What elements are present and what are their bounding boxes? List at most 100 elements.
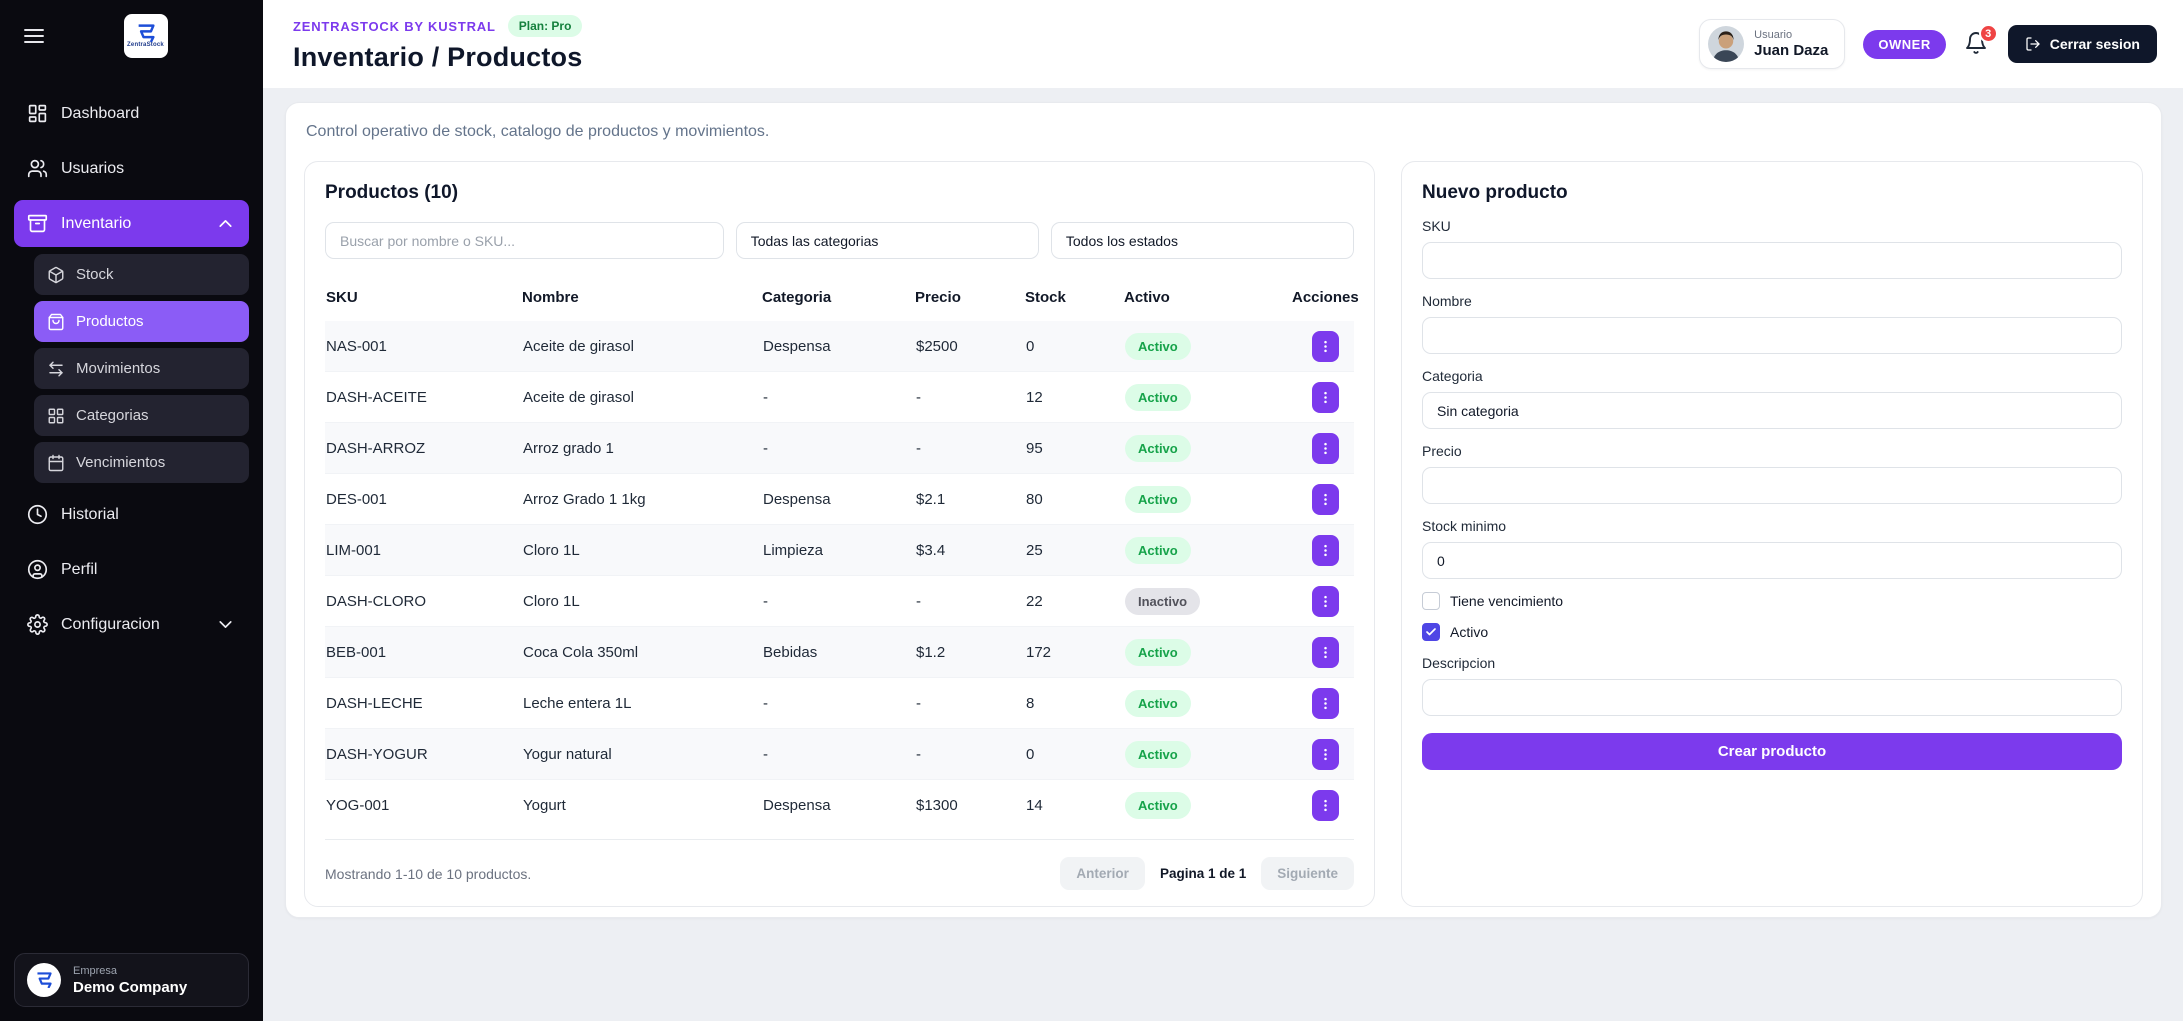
cell-precio: - (916, 439, 921, 457)
cell-categoria: - (763, 745, 768, 763)
ellipsis-vertical-icon (1323, 595, 1327, 607)
clock-icon (27, 504, 48, 525)
tiene-vencimiento-row[interactable]: Tiene vencimiento (1422, 592, 2122, 610)
cell-precio: $2.1 (916, 490, 946, 508)
activo-row[interactable]: Activo (1422, 623, 2122, 641)
row-actions-button[interactable] (1311, 534, 1339, 566)
pagination-controls: Anterior Pagina 1 de 1 Siguiente (1060, 857, 1354, 890)
company-name: Demo Company (73, 978, 188, 996)
package-icon (48, 266, 64, 283)
cell-precio: - (916, 592, 921, 610)
descripcion-input[interactable] (1422, 679, 2122, 716)
sidebar-item-vencimientos[interactable]: Vencimientos (34, 442, 249, 483)
column-header-stock: Stock (1025, 289, 1066, 306)
sidebar-item-label: Dashboard (61, 104, 140, 122)
row-actions-button[interactable] (1311, 738, 1339, 770)
column-header-categoria: Categoria (762, 289, 832, 306)
row-actions-button[interactable] (1311, 330, 1339, 362)
tiene-vencimiento-checkbox[interactable] (1422, 592, 1440, 610)
dashboard-icon (28, 104, 47, 123)
activo-checkbox[interactable] (1422, 623, 1440, 641)
app-logo: ZentraStock (123, 14, 168, 58)
tiene-vencimiento-label: Tiene vencimiento (1450, 593, 1564, 609)
status-badge: Inactivo (1125, 587, 1201, 615)
row-actions-button[interactable] (1311, 585, 1339, 617)
notifications-button[interactable]: 3 (1964, 24, 1998, 57)
user-chip[interactable]: Usuario Juan Daza (1699, 19, 1846, 69)
logo-text: ZentraStock (127, 42, 164, 48)
cell-precio: $1.2 (916, 643, 946, 661)
column-header-precio: Precio (915, 289, 961, 306)
sidebar-item-configuracion[interactable]: Configuracion (14, 601, 249, 648)
sidebar-item-movimientos[interactable]: Movimientos (34, 348, 249, 389)
table-row: DASH-CLORO Cloro 1L - - 22 Inactivo (325, 576, 1354, 627)
nombre-input[interactable] (1422, 317, 2122, 354)
cell-stock: 80 (1026, 490, 1043, 508)
sidebar-item-usuarios[interactable]: Usuarios (14, 145, 249, 192)
cell-precio: - (916, 388, 921, 406)
stock-minimo-input[interactable] (1422, 542, 2122, 579)
cell-categoria: Despensa (763, 490, 831, 508)
logout-button[interactable]: Cerrar sesion (2007, 25, 2157, 63)
row-actions-button[interactable] (1311, 790, 1339, 821)
inventario-submenu: Stock Productos Movimientos Categorias V… (34, 254, 249, 483)
row-actions-button[interactable] (1311, 483, 1339, 515)
sidebar-item-label: Categorias (76, 407, 149, 424)
sidebar-item-label: Usuarios (61, 159, 125, 177)
next-page-button[interactable]: Siguiente (1261, 857, 1354, 890)
precio-input[interactable] (1422, 467, 2122, 504)
sidebar-item-dashboard[interactable]: Dashboard (14, 90, 249, 137)
table-row: DASH-ACEITE Aceite de girasol - - 12 Act… (325, 372, 1354, 423)
cell-nombre: Arroz grado 1 (523, 439, 614, 457)
user-label: Usuario (1754, 29, 1793, 41)
table-row: BEB-001 Coca Cola 350ml Bebidas $1.2 172… (325, 627, 1354, 678)
calendar-icon (48, 454, 64, 471)
categoria-select[interactable]: Sin categoria (1422, 392, 2122, 429)
sidebar-item-label: Vencimientos (76, 454, 166, 471)
activo-label: Activo (1450, 624, 1489, 640)
cell-nombre: Cloro 1L (523, 592, 580, 610)
row-actions-button[interactable] (1311, 381, 1339, 413)
sidebar-item-perfil[interactable]: Perfil (14, 546, 249, 593)
sidebar-footer: Empresa Demo Company (0, 939, 263, 1021)
sidebar-item-stock[interactable]: Stock (34, 254, 249, 295)
sidebar-item-productos[interactable]: Productos (34, 301, 249, 342)
pagination-summary: Mostrando 1-10 de 10 productos. (325, 865, 532, 882)
status-badge: Activo (1125, 638, 1191, 666)
sidebar-item-inventario[interactable]: Inventario (14, 200, 249, 247)
status-badge: Activo (1125, 434, 1191, 462)
avatar (1708, 26, 1745, 62)
status-badge: Activo (1125, 332, 1191, 360)
logout-label: Cerrar sesion (2049, 36, 2140, 52)
cell-nombre: Aceite de girasol (523, 388, 634, 406)
cell-sku: LIM-001 (326, 541, 382, 559)
sidebar-item-historial[interactable]: Historial (14, 491, 249, 538)
create-product-button[interactable]: Crear producto (1422, 733, 2122, 770)
sidebar-nav: Dashboard Usuarios Inventario Stock Prod… (0, 72, 263, 648)
arrows-left-right-icon (49, 361, 63, 376)
sidebar-item-categorias[interactable]: Categorias (34, 395, 249, 436)
row-actions-button[interactable] (1311, 687, 1339, 719)
cell-sku: DASH-LECHE (326, 694, 423, 712)
status-filter-select[interactable]: Todos los estados (1050, 222, 1355, 259)
ellipsis-vertical-icon (1323, 544, 1327, 556)
cell-categoria: - (763, 388, 768, 406)
company-card[interactable]: Empresa Demo Company (14, 953, 249, 1007)
cell-categoria: Bebidas (763, 643, 818, 661)
row-actions-button[interactable] (1311, 636, 1339, 668)
cell-nombre: Arroz Grado 1 1kg (523, 490, 646, 508)
hamburger-menu-icon[interactable] (22, 24, 46, 48)
sku-input[interactable] (1422, 242, 2122, 279)
cell-stock: 25 (1026, 541, 1043, 559)
previous-page-button[interactable]: Anterior (1060, 857, 1145, 890)
cell-categoria: Limpieza (763, 541, 824, 559)
products-panel: Productos (10) Todas las categorias Todo… (304, 161, 1375, 907)
search-input[interactable] (325, 222, 724, 259)
avatar-image (1708, 26, 1745, 62)
ellipsis-vertical-icon (1323, 391, 1327, 403)
column-header-sku: SKU (326, 289, 358, 306)
row-actions-button[interactable] (1311, 432, 1339, 464)
ellipsis-vertical-icon (1323, 697, 1327, 709)
category-filter-select[interactable]: Todas las categorias (735, 222, 1039, 259)
